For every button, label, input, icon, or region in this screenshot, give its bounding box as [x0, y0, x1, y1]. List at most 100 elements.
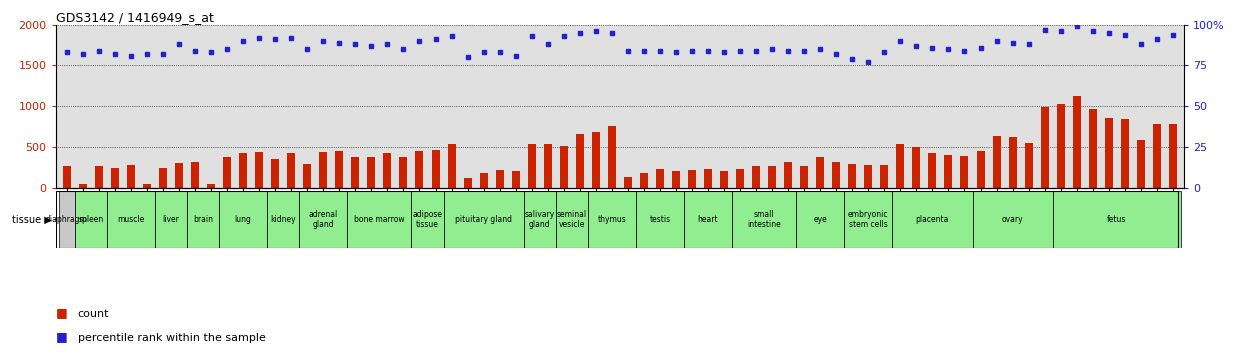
Bar	[1025, 143, 1032, 188]
Bar	[892, 191, 973, 248]
Text: salivary
gland: salivary gland	[524, 210, 555, 229]
Point	[298, 46, 318, 52]
Point	[554, 33, 574, 39]
Point	[538, 41, 557, 47]
Bar	[219, 191, 267, 248]
Bar	[896, 144, 905, 188]
Bar	[431, 150, 440, 188]
Bar	[784, 161, 792, 188]
Point	[473, 50, 493, 55]
Text: liver: liver	[163, 215, 179, 224]
Point	[282, 35, 302, 41]
Point	[1115, 32, 1135, 38]
Bar	[640, 173, 648, 188]
Bar	[267, 191, 299, 248]
Text: eye: eye	[813, 215, 827, 224]
Bar	[993, 136, 1001, 188]
Text: kidney: kidney	[271, 215, 297, 224]
Bar	[335, 151, 344, 188]
Point	[522, 33, 541, 39]
Text: muscle: muscle	[117, 215, 145, 224]
Bar	[928, 153, 937, 188]
Bar	[271, 159, 279, 188]
Point	[201, 50, 221, 55]
Bar	[592, 132, 599, 188]
Point	[970, 45, 990, 50]
Point	[73, 51, 93, 57]
Point	[986, 38, 1006, 44]
Point	[779, 48, 798, 54]
Bar	[544, 144, 551, 188]
Text: thymus: thymus	[597, 215, 627, 224]
Bar	[864, 165, 873, 188]
Bar	[960, 156, 969, 188]
Bar	[59, 191, 75, 248]
Bar	[108, 191, 154, 248]
Bar	[721, 171, 728, 188]
Text: GDS3142 / 1416949_s_at: GDS3142 / 1416949_s_at	[56, 11, 214, 24]
Text: tissue ▶: tissue ▶	[12, 215, 52, 224]
Bar	[672, 171, 680, 188]
Point	[250, 35, 269, 41]
Bar	[319, 152, 328, 188]
Point	[763, 46, 782, 52]
Bar	[524, 191, 556, 248]
Point	[409, 38, 429, 44]
Point	[922, 45, 942, 50]
Bar	[816, 158, 824, 188]
Bar	[464, 178, 472, 188]
Point	[89, 48, 109, 54]
Bar	[239, 153, 247, 188]
Text: ■: ■	[56, 330, 68, 343]
Point	[105, 51, 125, 57]
Bar	[399, 157, 408, 188]
Point	[1051, 28, 1070, 34]
Bar	[1009, 137, 1016, 188]
Point	[714, 50, 734, 55]
Point	[1083, 28, 1103, 34]
Point	[938, 46, 958, 52]
Point	[1035, 27, 1054, 33]
Text: placenta: placenta	[916, 215, 949, 224]
Point	[57, 50, 77, 55]
Point	[1163, 32, 1183, 38]
Point	[811, 46, 831, 52]
Point	[1131, 41, 1151, 47]
Bar	[187, 191, 219, 248]
Point	[634, 48, 654, 54]
Point	[747, 48, 766, 54]
Point	[234, 38, 253, 44]
Point	[169, 41, 189, 47]
Bar	[415, 151, 424, 188]
Point	[314, 38, 334, 44]
Point	[906, 43, 926, 49]
Point	[650, 48, 670, 54]
Bar	[848, 164, 857, 188]
Point	[586, 28, 606, 34]
Point	[682, 48, 702, 54]
Bar	[1137, 141, 1145, 188]
Point	[1147, 36, 1167, 42]
Bar	[1073, 96, 1080, 188]
Point	[441, 33, 461, 39]
Point	[602, 30, 622, 36]
Text: percentile rank within the sample: percentile rank within the sample	[78, 333, 266, 343]
Bar	[800, 166, 808, 188]
Bar	[63, 166, 70, 188]
Text: adipose
tissue: adipose tissue	[413, 210, 442, 229]
Text: pituitary gland: pituitary gland	[455, 215, 512, 224]
Point	[1002, 40, 1022, 46]
Bar	[976, 151, 985, 188]
Bar	[588, 191, 635, 248]
Point	[795, 48, 815, 54]
Bar	[299, 191, 347, 248]
Bar	[944, 155, 953, 188]
Bar	[480, 173, 488, 188]
Bar	[560, 146, 567, 188]
Bar	[556, 191, 588, 248]
Text: small
intestine: small intestine	[748, 210, 781, 229]
Point	[330, 40, 350, 46]
Text: count: count	[78, 309, 109, 319]
Text: bone marrow: bone marrow	[353, 215, 404, 224]
Bar	[635, 191, 684, 248]
